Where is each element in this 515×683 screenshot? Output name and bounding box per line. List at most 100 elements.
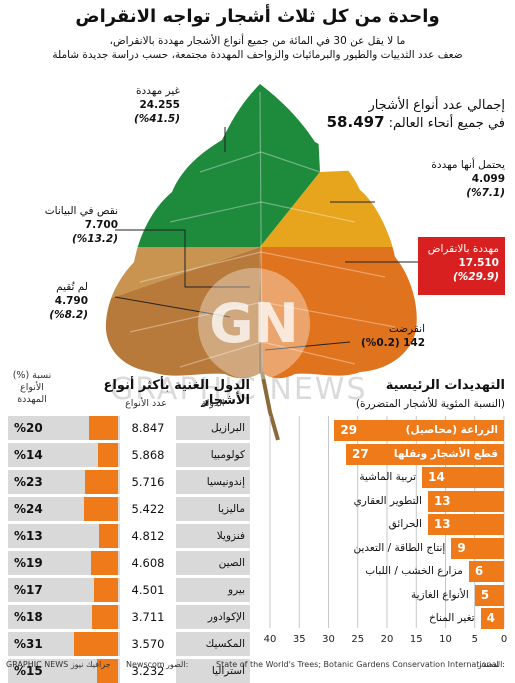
table-row: %19 4.608 الصين bbox=[8, 551, 250, 575]
callout-name: نقص في البيانات bbox=[44, 205, 118, 217]
callout-value: 4.099 bbox=[471, 173, 505, 185]
callout-value: 24.255 bbox=[139, 99, 180, 111]
x-tick-label: 40 bbox=[264, 634, 277, 645]
threat-category-label: إنتاج الطاقة / التعدين bbox=[353, 541, 446, 554]
callout-pct: (%0.2) bbox=[360, 337, 400, 349]
species-count: 8.847 bbox=[120, 416, 176, 440]
threat-bar bbox=[451, 537, 504, 559]
leaf-segment-not-evaluated bbox=[105, 247, 260, 379]
threat-value-label: 14 bbox=[428, 470, 445, 484]
species-count: 5.716 bbox=[120, 470, 176, 494]
callout-not-evaluated: لم تُقيم 4.790 (%8.2) bbox=[8, 280, 88, 322]
callout-value: 7.700 bbox=[84, 219, 118, 231]
threat-value-label: 29 bbox=[340, 423, 358, 437]
threat-category-label: الأنواع الغازية bbox=[410, 588, 469, 601]
threatened-pct-bar bbox=[74, 632, 118, 656]
callout-name: لم تُقيم bbox=[56, 281, 88, 293]
callout-value: 17.510 bbox=[458, 257, 499, 269]
threats-subtitle: (النسبة المئوية للأشجار المتضررة) bbox=[355, 398, 505, 410]
species-count: 4.608 bbox=[120, 551, 176, 575]
species-count: 5.422 bbox=[120, 497, 176, 521]
countries-title: الدول الغنية بأكثر أنواع الأشجار bbox=[103, 378, 251, 408]
threat-bar bbox=[422, 467, 504, 488]
subtitle-line-1: ما لا يقل عن 30 في المائة من جميع أنواع … bbox=[109, 35, 406, 47]
country-name: كولومبيا bbox=[210, 449, 245, 461]
x-tick-label: 0 bbox=[501, 634, 507, 645]
threat-category-label: الحرائق bbox=[388, 518, 422, 530]
x-tick-label: 25 bbox=[351, 634, 364, 645]
threat-category-label: قطع الأشجار ونقلها bbox=[393, 447, 498, 460]
leaf-segment-threatened bbox=[260, 247, 417, 379]
country-name: المكسيك bbox=[205, 638, 245, 650]
callout-value: 4.790 bbox=[54, 295, 88, 307]
threat-value-label: 6 bbox=[474, 564, 484, 578]
table-row: %13 4.812 فنزويلا bbox=[8, 524, 250, 548]
col-count-header: عدد الأنواع bbox=[125, 398, 167, 409]
leaf-segment-extinct bbox=[258, 247, 265, 379]
callout-value: 142 bbox=[403, 337, 425, 349]
x-tick-label: 15 bbox=[410, 634, 423, 645]
col-pct-line-2: الأنواع bbox=[20, 382, 44, 393]
species-count: 4.501 bbox=[120, 578, 176, 602]
species-count: 4.812 bbox=[120, 524, 176, 548]
threatened-pct-bar bbox=[92, 605, 118, 629]
threat-value-label: 13 bbox=[433, 493, 451, 508]
threat-bar bbox=[427, 490, 504, 512]
table-row: %23 5.716 إندونيسيا bbox=[8, 470, 250, 494]
threatened-pct-bar bbox=[91, 551, 118, 575]
country-name: إندونيسيا bbox=[206, 476, 245, 488]
species-count: 3.711 bbox=[120, 605, 176, 629]
table-row: %31 3.570 المكسيك bbox=[8, 632, 250, 656]
col-pct-header: نسبة (%) الأنواع المهددة bbox=[6, 370, 58, 406]
total-species: إجمالي عدد أنواع الأشجار في جميع أنحاء ا… bbox=[325, 98, 505, 132]
threatened-pct-bar bbox=[85, 470, 118, 494]
callout-name: مهددة بالانقراض bbox=[427, 243, 499, 255]
country-name: أستراليا bbox=[211, 665, 245, 677]
callout-name: انقرضت bbox=[388, 323, 425, 335]
country-name: فنزويلا bbox=[216, 530, 245, 542]
country-name: ماليزيا bbox=[217, 503, 245, 515]
x-tick-label: 30 bbox=[322, 634, 335, 645]
table-row: %24 5.422 ماليزيا bbox=[8, 497, 250, 521]
threatened-pct-bar bbox=[97, 659, 118, 683]
total-label-line-1: إجمالي عدد أنواع الأشجار bbox=[368, 98, 505, 113]
footer-source: State of the World's Trees; Botanic Gard… bbox=[216, 660, 499, 669]
threat-value-label: 9 bbox=[457, 540, 466, 555]
callout-extinct: انقرضت 142 (%0.2) bbox=[310, 322, 425, 350]
threat-category-label: الزراعة (محاصيل) bbox=[405, 424, 498, 436]
page-subtitle: ما لا يقل عن 30 في المائة من جميع أنواع … bbox=[20, 34, 495, 62]
x-tick-label: 5 bbox=[472, 634, 478, 645]
threatened-pct-bar bbox=[98, 443, 118, 467]
threatened-pct: %19 bbox=[14, 556, 43, 570]
country-name: بيرو bbox=[228, 584, 245, 596]
threat-category-label: التطوير العقاري bbox=[353, 494, 422, 507]
footer-photo: Newscom bbox=[126, 660, 165, 669]
callout-pct: (%29.9) bbox=[452, 271, 499, 283]
threatened-pct: %18 bbox=[14, 610, 43, 624]
col-pct-line-1: نسبة (%) bbox=[12, 370, 52, 381]
col-pct-line-3: المهددة bbox=[17, 394, 47, 405]
callout-possibly-threatened: يحتمل أنها مهددة 4.099 (%7.1) bbox=[395, 158, 505, 200]
threat-bar bbox=[427, 514, 504, 535]
leaf-stem bbox=[260, 371, 280, 441]
threat-bar bbox=[346, 443, 504, 465]
callout-not-threatened: غير مهددة 24.255 (%41.5) bbox=[100, 84, 180, 126]
callout-name: يحتمل أنها مهددة bbox=[431, 159, 505, 171]
callout-lines bbox=[114, 127, 420, 351]
total-value: 58.497 bbox=[326, 113, 385, 131]
threatened-pct: %17 bbox=[14, 583, 43, 597]
callout-pct: (%7.1) bbox=[466, 187, 505, 199]
species-count: 5.868 bbox=[120, 443, 176, 467]
threat-value-label: 5 bbox=[480, 587, 490, 602]
threat-bar bbox=[334, 420, 504, 441]
table-row: %20 8.847 البرازيل bbox=[8, 416, 250, 440]
threat-value-label: 27 bbox=[352, 446, 369, 461]
callout-threatened: مهددة بالانقراض 17.510 (%29.9) bbox=[418, 237, 505, 295]
threat-value-label: 13 bbox=[433, 517, 451, 531]
threatened-pct: %13 bbox=[14, 529, 43, 543]
footer-source-label: المصدر: bbox=[478, 660, 505, 669]
subtitle-line-2: ضعف عدد الثدييات والطيور والبرمائيات وال… bbox=[52, 49, 463, 61]
threatened-pct: %24 bbox=[14, 502, 43, 516]
callout-pct: (%13.2) bbox=[71, 233, 118, 245]
threat-bar bbox=[474, 584, 504, 606]
